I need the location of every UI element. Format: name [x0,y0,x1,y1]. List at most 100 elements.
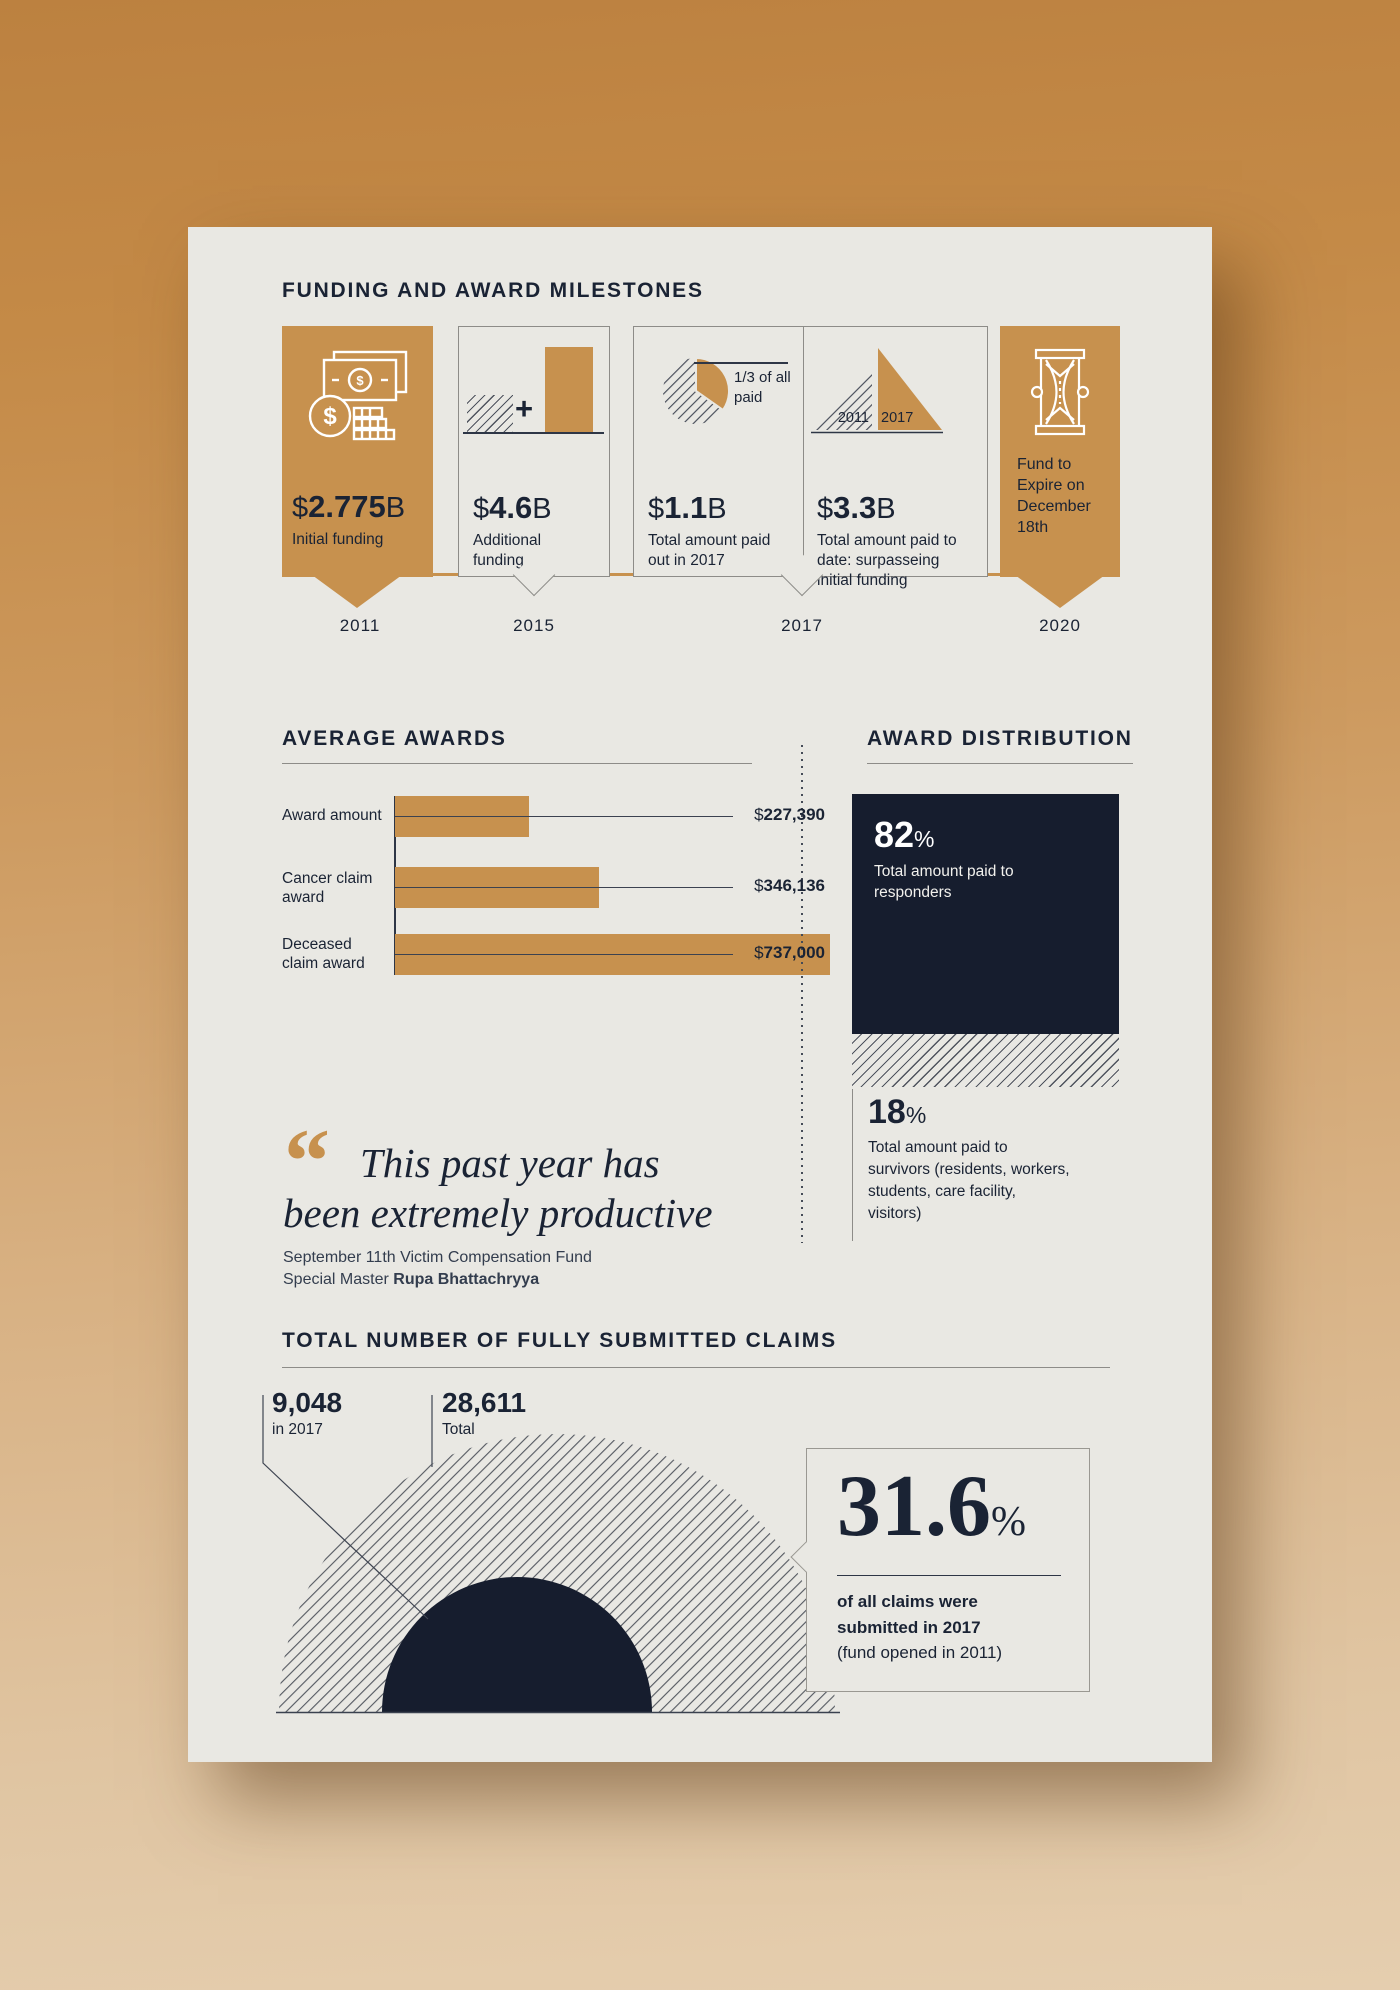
milestone-amount: $1.1B [648,490,727,526]
bar-label-deceased-claim: Deceased claim award [282,935,365,972]
survivors-percent: 18% [868,1093,926,1132]
triangle-growth-icon: 2011 2017 [811,346,943,434]
bar-leader-line [395,887,733,888]
milestone-label: Total amount paid to date: surpasseing i… [817,532,957,589]
source-name: Rupa Bhattachryya [393,1271,540,1288]
amount-value: 1.1 [664,490,708,525]
milestone-label: Fund to Expire on December 18th [1017,456,1091,537]
callout-rule [837,1575,1061,1576]
distribution-chart: 82% Total amount paid to responders [852,794,1119,1087]
claims-semicircle-chart [262,1395,840,1714]
plus-icon: + [515,391,534,426]
milestone-pointer-2020 [1015,575,1105,608]
claims-total-caption: Total [442,1421,475,1438]
value-currency: $ [754,805,764,824]
amount-currency: $ [473,493,490,525]
triangle-growth-svg [811,348,943,434]
claims-rule [282,1367,1110,1368]
bar-value-deceased-claim: $737,000 [663,943,825,963]
percent-sign: % [914,826,935,852]
timeline-year-2017: 2017 [781,616,823,635]
dotted-divider [801,745,803,1243]
survivors-description: Total amount paid to survivors (resident… [868,1139,1070,1222]
callout-line-2: submitted in 2017 [837,1617,981,1637]
bar-leader-line [395,954,733,955]
milestone-additional-funding: + $4.6B Additional funding [458,326,610,577]
responders-percent: 82% [874,814,1097,856]
value-number: 346,136 [763,876,825,895]
amount-currency: $ [292,492,309,524]
callout-percent: 31.6% [837,1463,1026,1551]
award-distribution-rule [867,763,1133,764]
triangle-year-end: 2017 [881,410,914,426]
milestone-initial-funding: $ $ $2.775B Initial funding [282,326,433,577]
timeline-year-2015: 2015 [513,616,555,635]
claims-callout: 31.6% of all claims were submitted in 20… [790,1448,1090,1692]
percent-number: 31.6 [837,1458,991,1555]
bar-leader-line [395,816,733,817]
callout-line-1: of all claims were [837,1592,978,1611]
hatched-square-icon [467,395,513,432]
milestone-paid-group: 1/3 of all paid $1.1B Total amount paid … [633,326,989,589]
milestone-label: Total amount paid out in 2017 [648,532,771,569]
hourglass-icon [1030,348,1090,436]
icon-baseline [463,432,604,434]
claims-title: TOTAL NUMBER OF FULLY SUBMITTED CLAIMS [282,1329,837,1352]
money-icon: $ $ [308,350,408,441]
claims-2017-caption: in 2017 [272,1421,323,1438]
milestone-amount: $2.775B [292,489,405,525]
amount-unit: B [876,493,896,525]
percent-sign: % [991,1499,1026,1545]
bar-value-award-amount: $227,390 [663,805,825,825]
claims-2017-count: 9,048 [272,1387,343,1418]
milestones-title: FUNDING AND AWARD MILESTONES [282,279,704,302]
percent-number: 18 [868,1093,906,1131]
amount-currency: $ [817,493,834,525]
claims-2017-dome [382,1577,652,1712]
responders-segment: 82% Total amount paid to responders [852,794,1119,1034]
average-awards-rule [282,763,752,764]
bar-label-cancer-claim: Cancer claim award [282,869,373,906]
infographic-card: FUNDING AND AWARD MILESTONES [188,227,1212,1762]
timeline-year-2011: 2011 [339,616,381,635]
percent-sign: % [905,1102,927,1128]
quote-mark-icon: “ [284,1110,330,1212]
quote-line-2: been extremely productive [283,1190,713,1236]
callout-description: of all claims were submitted in 2017 (fu… [837,1589,1002,1666]
amount-unit: B [532,493,552,525]
timeline-year-2020: 2020 [1039,616,1081,635]
value-number: 227,390 [763,805,825,824]
pie-third-icon [663,356,730,424]
pie-note-overline [694,362,788,364]
responders-description: Total amount paid to responders [874,863,1014,901]
amount-unit: B [707,493,727,525]
award-distribution-title: AWARD DISTRIBUTION [867,727,1133,750]
svg-text:$: $ [323,403,337,430]
bar-label-award-amount: Award amount [282,807,382,825]
amount-value: 4.6 [489,490,533,525]
amount-unit: B [385,492,406,524]
triangle-year-start: 2011 [837,410,869,426]
milestone-fund-expire: Fund to Expire on December 18th [1000,326,1120,577]
milestone-label: Additional funding [473,532,542,569]
milestone-paid-2017: 1/3 of all paid $1.1B Total amount paid … [634,327,803,576]
milestone-amount: $4.6B [473,490,552,526]
milestone-paid-to-date: 2011 2017 $3.3B Total amount paid to dat… [803,327,989,589]
average-awards-title: AVERAGE AWARDS [282,727,507,750]
survivors-segment [852,1034,1119,1087]
amount-value: 2.775 [308,489,386,524]
value-currency: $ [754,943,764,962]
orange-bar-icon [545,347,593,432]
milestone-amount: $3.3B [817,490,896,526]
percent-number: 82 [874,814,915,855]
callout-line-3: (fund opened in 2011) [837,1643,1003,1662]
amount-value: 3.3 [833,490,877,525]
milestone-label: Initial funding [292,531,384,548]
milestone-pointer-2011 [312,575,402,608]
svg-text:$: $ [356,373,364,388]
survivors-leader-line [852,1089,853,1241]
quote-source-person: Special Master Rupa Bhattachryya [283,1271,539,1289]
bar-value-cancer-claim: $346,136 [663,876,825,896]
value-number: 737,000 [763,943,825,962]
